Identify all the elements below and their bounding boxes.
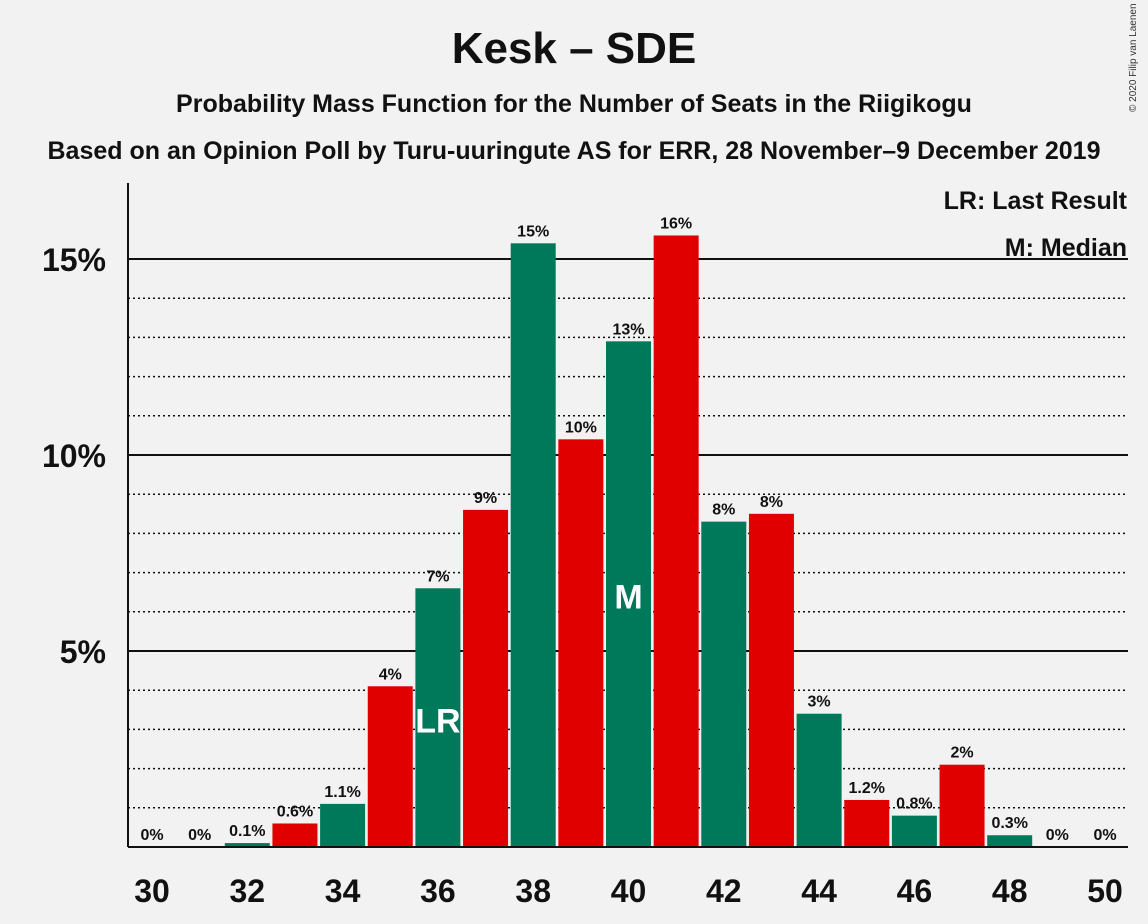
data-label-31: 0% <box>188 827 211 844</box>
data-label-44: 3% <box>808 694 831 711</box>
legend-last-result: LR: Last Result <box>944 187 1128 215</box>
data-label-33: 0.6% <box>277 803 313 820</box>
data-label-34: 1.1% <box>324 784 360 801</box>
data-label-39: 10% <box>565 419 597 436</box>
y-tick-label: 10% <box>42 438 106 474</box>
bar-40 <box>606 341 651 847</box>
x-tick-label: 40 <box>611 873 647 909</box>
x-tick-label: 48 <box>992 873 1028 909</box>
y-tick-label: 5% <box>60 634 106 670</box>
bar-48 <box>987 835 1033 847</box>
bar-35 <box>367 686 413 847</box>
x-tick-label: 34 <box>325 873 361 909</box>
bar-45 <box>844 799 890 847</box>
x-tick-label: 36 <box>420 873 456 909</box>
data-label-38: 15% <box>517 223 549 240</box>
bar-33 <box>272 823 318 847</box>
data-label-49: 0% <box>1046 827 1069 844</box>
data-label-48: 0.3% <box>991 815 1027 832</box>
legend-median: M: Median <box>1005 234 1127 262</box>
data-label-46: 0.8% <box>896 796 932 813</box>
bar-42 <box>701 521 747 847</box>
bar-36 <box>415 588 461 847</box>
x-tick-label: 30 <box>134 873 170 909</box>
x-tick-label: 44 <box>801 873 837 909</box>
x-tick-label: 50 <box>1087 873 1123 909</box>
x-tick-label: 32 <box>230 873 266 909</box>
data-label-35: 4% <box>379 666 402 683</box>
data-label-36: 7% <box>426 568 449 585</box>
data-label-47: 2% <box>950 745 973 762</box>
chart-subtitle: Probability Mass Function for the Number… <box>176 90 972 118</box>
data-label-37: 9% <box>474 490 497 507</box>
last-result-marker: LR <box>415 702 460 740</box>
bar-34 <box>320 803 366 847</box>
bar-43 <box>748 513 794 847</box>
bar-46 <box>891 815 937 847</box>
data-label-43: 8% <box>760 494 783 511</box>
bar-47 <box>939 764 985 847</box>
data-label-42: 8% <box>712 502 735 519</box>
chart-source: Based on an Opinion Poll by Turu-uuringu… <box>47 137 1101 165</box>
bar-38 <box>510 243 556 847</box>
x-tick-label: 42 <box>706 873 742 909</box>
data-label-50: 0% <box>1093 827 1116 844</box>
chart-title: Kesk – SDE <box>451 24 697 73</box>
bar-32 <box>224 843 270 847</box>
bar-39 <box>558 439 604 847</box>
data-label-40: 13% <box>612 321 644 338</box>
data-label-32: 0.1% <box>229 823 265 840</box>
data-label-45: 1.2% <box>849 780 885 797</box>
data-label-30: 0% <box>140 827 163 844</box>
median-marker: M <box>614 578 642 616</box>
bar-37 <box>463 509 509 847</box>
bar-44 <box>796 713 842 847</box>
y-tick-label: 15% <box>42 242 106 278</box>
x-tick-label: 38 <box>515 873 551 909</box>
bar-41 <box>653 235 699 848</box>
x-tick-label: 46 <box>897 873 933 909</box>
data-label-41: 16% <box>660 215 692 232</box>
